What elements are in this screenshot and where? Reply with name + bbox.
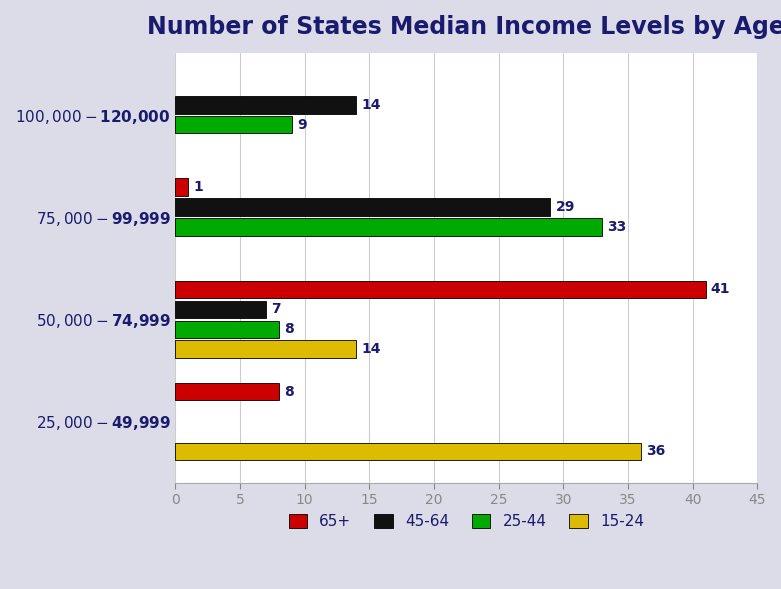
Bar (176, 340, 356, 358)
Bar (176, 280, 705, 298)
Bar (176, 383, 279, 401)
Bar (176, 320, 279, 338)
Bar (176, 96, 356, 114)
Text: 1: 1 (194, 180, 203, 194)
Text: 36: 36 (646, 444, 665, 458)
Bar (176, 443, 641, 460)
Text: 29: 29 (555, 200, 575, 214)
Bar (176, 300, 266, 318)
Bar (176, 178, 188, 196)
Legend: 65+, 45-64, 25-44, 15-24: 65+, 45-64, 25-44, 15-24 (283, 508, 650, 535)
Text: 33: 33 (608, 220, 626, 234)
Text: 41: 41 (711, 282, 730, 296)
Text: 14: 14 (362, 342, 381, 356)
Bar (176, 219, 602, 236)
Text: 8: 8 (284, 385, 294, 399)
Bar (176, 198, 551, 216)
Title: Number of States Median Income Levels by Age: Number of States Median Income Levels by… (148, 15, 781, 39)
Text: 14: 14 (362, 98, 381, 112)
Bar (176, 116, 292, 134)
Text: 9: 9 (297, 118, 306, 132)
Text: 8: 8 (284, 322, 294, 336)
Text: 7: 7 (271, 302, 280, 316)
